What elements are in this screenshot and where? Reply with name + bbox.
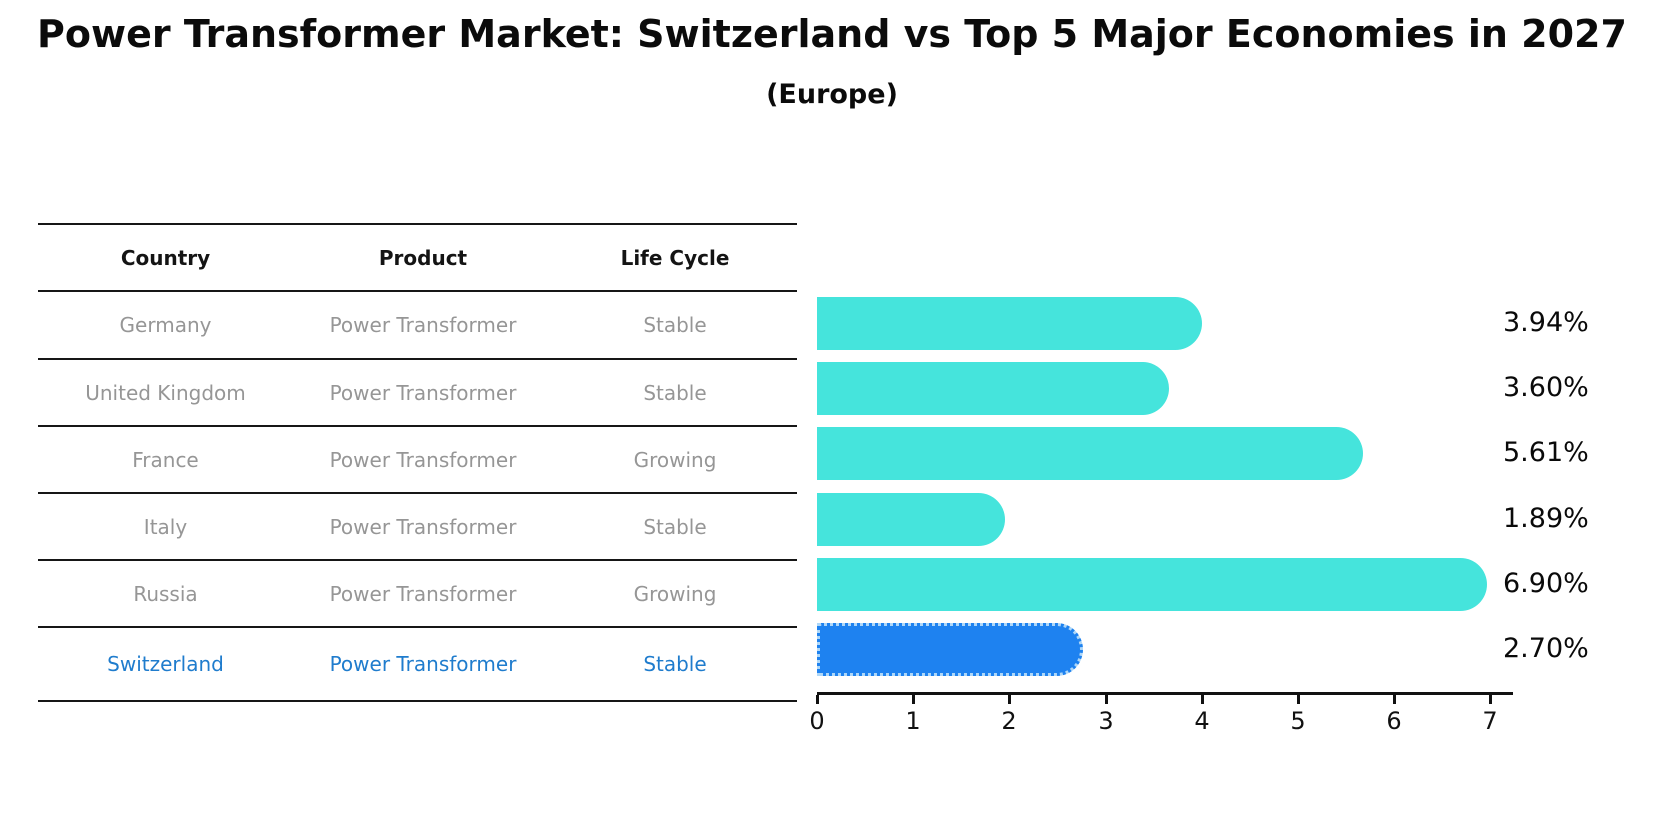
lifecycle-cell: Stable (643, 652, 707, 676)
lifecycle-cell: Growing (633, 447, 717, 472)
x-axis-tick (1393, 695, 1396, 704)
product-cell: Power Transformer (329, 652, 517, 676)
value-label-switzerland: 2.70% (1503, 633, 1589, 664)
x-axis-line (817, 692, 1513, 695)
chart-title: Power Transformer Market: Switzerland vs… (37, 12, 1627, 56)
bar-germany (817, 297, 1202, 350)
comparison-table: Country Product Life Cycle Germany Power … (38, 223, 797, 702)
bar-russia (817, 558, 1487, 611)
country-cell: Italy (143, 514, 188, 539)
bar-italy (817, 493, 1005, 546)
value-label-united-kingdom: 3.60% (1503, 372, 1589, 403)
table-row-switzerland: Switzerland Power Transformer Stable (38, 628, 797, 702)
product-cell: Power Transformer (329, 581, 517, 606)
x-axis-tick-label: 1 (905, 707, 921, 735)
bar-france (817, 427, 1363, 480)
x-axis-tick-label: 7 (1482, 707, 1498, 735)
x-axis-tick-label: 5 (1290, 707, 1306, 735)
bar-switzerland (817, 623, 1083, 676)
product-cell: Power Transformer (329, 447, 517, 472)
country-cell: Russia (133, 581, 198, 606)
lifecycle-cell: Stable (643, 380, 707, 405)
table-row-italy: Italy Power Transformer Stable (38, 494, 797, 561)
country-cell: United Kingdom (85, 380, 246, 405)
x-axis-tick (1297, 695, 1300, 704)
x-axis-tick (1489, 695, 1492, 704)
table-header-row: Country Product Life Cycle (38, 225, 797, 292)
value-label-russia: 6.90% (1503, 568, 1589, 599)
column-header-lifecycle: Life Cycle (620, 245, 730, 270)
column-header-product: Product (378, 245, 468, 270)
value-label-italy: 1.89% (1503, 503, 1589, 534)
country-cell: France (132, 447, 199, 472)
x-axis-tick (1105, 695, 1108, 704)
table-body: Germany Power Transformer Stable United Kin… (38, 292, 797, 702)
x-axis-tick-label: 3 (1098, 707, 1114, 735)
value-label-france: 5.61% (1503, 437, 1589, 468)
x-axis-tick (816, 695, 819, 704)
lifecycle-cell: Stable (643, 313, 707, 337)
x-axis-tick-label: 6 (1386, 707, 1402, 735)
x-axis-tick (1008, 695, 1011, 704)
lifecycle-cell: Growing (633, 581, 717, 606)
x-axis-tick-label: 2 (1001, 707, 1017, 735)
table-row-germany: Germany Power Transformer Stable (38, 292, 797, 360)
x-axis-tick (1201, 695, 1204, 704)
chart-subtitle: (Europe) (766, 79, 898, 110)
table-row-united-kingdom: United Kingdom Power Transformer Stable (38, 360, 797, 427)
x-axis-tick (912, 695, 915, 704)
table-row-france: France Power Transformer Growing (38, 427, 797, 494)
product-cell: Power Transformer (329, 514, 517, 539)
bar-united-kingdom (817, 362, 1169, 415)
product-cell: Power Transformer (329, 380, 517, 405)
product-cell: Power Transformer (329, 313, 517, 337)
table-row-russia: Russia Power Transformer Growing (38, 561, 797, 628)
x-axis-tick-label: 4 (1194, 707, 1210, 735)
column-header-country: Country (120, 245, 211, 270)
lifecycle-cell: Stable (643, 514, 707, 539)
x-axis-tick-label: 0 (809, 707, 825, 735)
country-cell: Germany (119, 313, 212, 337)
country-cell: Switzerland (107, 652, 224, 676)
value-label-germany: 3.94% (1503, 307, 1589, 338)
